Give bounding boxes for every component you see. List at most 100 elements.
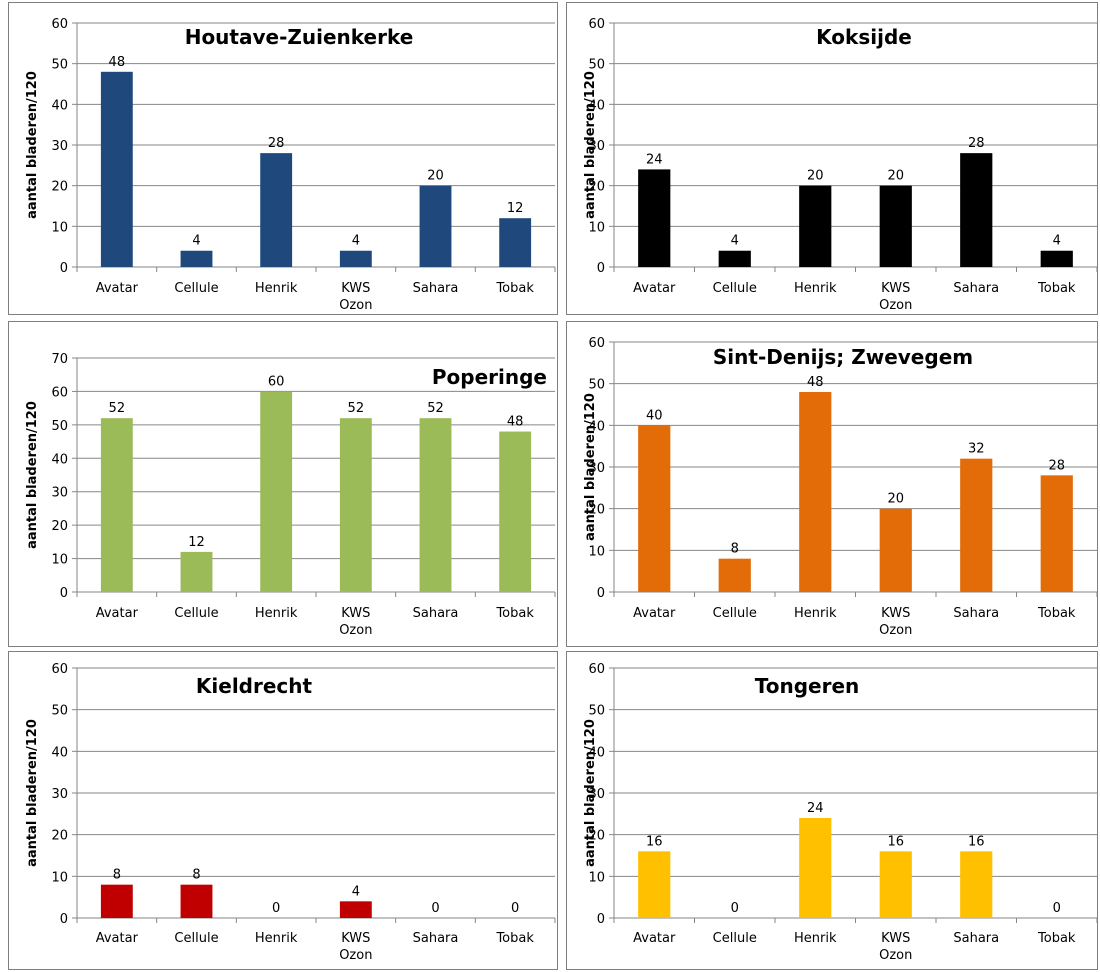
- bar: [879, 508, 912, 592]
- y-tick-label: 0: [597, 912, 605, 927]
- category-label: Avatar: [96, 606, 139, 621]
- category-label: Tobak: [1037, 931, 1076, 946]
- chart-title: Poperinge: [432, 365, 547, 389]
- data-label: 48: [807, 375, 824, 390]
- category-label: Tobak: [495, 931, 534, 946]
- y-tick-label: 50: [51, 704, 68, 719]
- data-label: 60: [268, 374, 285, 389]
- category-label: Ozon: [339, 623, 372, 638]
- y-tick-label: 10: [588, 870, 605, 885]
- data-label: 52: [109, 401, 126, 416]
- category-label: KWS: [341, 281, 370, 296]
- chart-title: Kieldrecht: [196, 674, 313, 698]
- y-tick-label: 70: [51, 352, 68, 367]
- y-tick-label: 30: [588, 787, 605, 802]
- chart-panel-koksijde: 0 10 20 30 40 50 60 24 Avatar 4 Cellule 20 Henrik 20 K…: [566, 2, 1098, 315]
- chart-title: Houtave-Zuienkerke: [185, 25, 414, 49]
- y-tick-label: 60: [51, 662, 68, 677]
- category-label: Henrik: [255, 281, 298, 296]
- bar: [638, 425, 671, 592]
- data-label: 8: [113, 868, 121, 883]
- data-label: 20: [807, 169, 824, 184]
- chart-svg: 0 10 20 30 40 50 60 8 Avatar 8 Cellule 0 Henrik 4 KWS O…: [25, 662, 556, 963]
- category-label: Henrik: [794, 281, 837, 296]
- data-label: 0: [511, 901, 519, 916]
- data-label: 24: [807, 801, 824, 816]
- y-axis-title: aantal bladeren/120: [583, 393, 598, 541]
- bar: [638, 169, 671, 267]
- data-label: 4: [352, 234, 360, 249]
- bar: [260, 153, 293, 267]
- bar: [799, 185, 832, 267]
- chart-panel-sint-denijs-zwevegem: 0 10 20 30 40 50 60 40 Avatar 8 Cellule 48 Henrik 20 K…: [566, 321, 1098, 647]
- y-tick-label: 20: [51, 829, 68, 844]
- bar: [100, 418, 133, 592]
- category-label: Cellule: [174, 281, 218, 296]
- category-label: Sahara: [413, 281, 459, 296]
- y-tick-label: 40: [51, 452, 68, 467]
- y-tick-label: 60: [588, 17, 605, 32]
- data-label: 48: [507, 415, 524, 430]
- category-label: Sahara: [413, 931, 459, 946]
- y-tick-label: 20: [588, 829, 605, 844]
- category-label: Cellule: [713, 606, 757, 621]
- data-label: 28: [268, 136, 285, 151]
- data-label: 0: [431, 901, 439, 916]
- category-label: Cellule: [174, 606, 218, 621]
- chart-title: Koksijde: [816, 25, 912, 49]
- data-label: 0: [1053, 901, 1061, 916]
- y-tick-label: 20: [51, 180, 68, 195]
- y-tick-label: 60: [51, 17, 68, 32]
- bar: [799, 818, 832, 918]
- y-tick-label: 50: [588, 378, 605, 393]
- y-tick-label: 50: [51, 419, 68, 434]
- y-tick-label: 10: [588, 544, 605, 559]
- category-label: Henrik: [255, 931, 298, 946]
- bar: [180, 250, 213, 267]
- chart-svg: 0 10 20 30 40 50 60 24 Avatar 4 Cellule 20 Henrik 20 K…: [583, 17, 1097, 313]
- y-tick-label: 30: [51, 787, 68, 802]
- chart-svg: 0 10 20 30 40 50 60 70 52 Avatar 12 Cellule 60 Henrik…: [25, 352, 556, 638]
- chart-panel-poperinge: 0 10 20 30 40 50 60 70 52 Avatar 12 Cellule 60 Henrik…: [8, 321, 558, 647]
- chart-panel-kieldrecht: 0 10 20 30 40 50 60 8 Avatar 8 Cellule 0 Henrik 4 KWS O…: [8, 651, 558, 970]
- data-label: 4: [731, 234, 739, 249]
- bar: [100, 71, 133, 267]
- category-label: Ozon: [879, 623, 912, 638]
- data-label: 16: [646, 834, 663, 849]
- y-tick-label: 20: [588, 503, 605, 518]
- bar: [339, 418, 372, 592]
- data-label: 0: [272, 901, 280, 916]
- category-label: Tobak: [495, 281, 534, 296]
- data-label: 28: [968, 136, 985, 151]
- category-label: KWS: [341, 931, 370, 946]
- chart-svg: 0 10 20 30 40 50 60 40 Avatar 8 Cellule 48 Henrik 20 K…: [583, 336, 1097, 638]
- y-tick-label: 50: [588, 58, 605, 73]
- category-label: Avatar: [96, 931, 139, 946]
- y-tick-label: 30: [51, 486, 68, 501]
- y-tick-label: 50: [588, 704, 605, 719]
- chart-svg: 0 10 20 30 40 50 60 48 Avatar 4 Cellule 28 Henrik 4 KW…: [25, 17, 556, 313]
- y-axis-title: aantal bladeren/120: [25, 719, 40, 867]
- y-tick-label: 40: [51, 98, 68, 113]
- data-label: 28: [1048, 458, 1065, 473]
- y-tick-label: 30: [588, 139, 605, 154]
- category-label: Ozon: [339, 298, 372, 313]
- category-label: Tobak: [1037, 281, 1076, 296]
- y-tick-label: 40: [588, 419, 605, 434]
- bar: [1040, 475, 1073, 592]
- y-tick-label: 10: [51, 553, 68, 568]
- category-label: Ozon: [879, 298, 912, 313]
- data-label: 4: [352, 884, 360, 899]
- data-label: 12: [188, 535, 205, 550]
- category-label: Cellule: [713, 281, 757, 296]
- y-axis-title: aantal bladeren/120: [583, 719, 598, 867]
- y-tick-label: 10: [51, 220, 68, 235]
- bar: [339, 901, 372, 918]
- category-label: Henrik: [794, 606, 837, 621]
- y-tick-label: 0: [60, 586, 68, 601]
- category-label: Avatar: [96, 281, 139, 296]
- data-label: 52: [427, 401, 444, 416]
- category-label: Cellule: [713, 931, 757, 946]
- bar: [799, 392, 832, 592]
- bar: [499, 431, 532, 592]
